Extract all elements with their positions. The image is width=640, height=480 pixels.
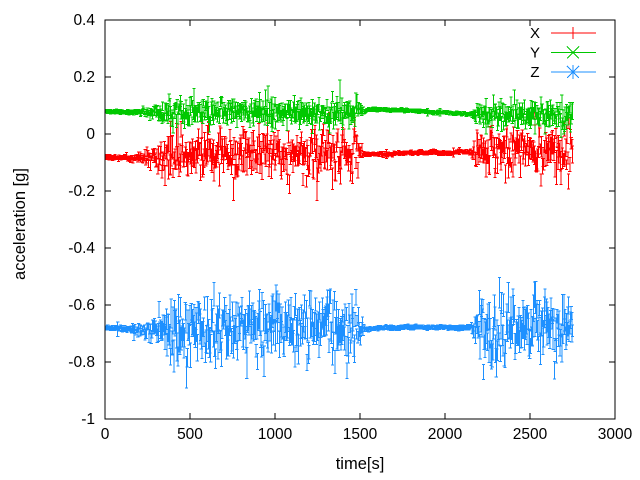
svg-text:2000: 2000 [428,426,463,443]
svg-text:-1: -1 [81,411,95,428]
svg-text:Y: Y [530,45,540,62]
svg-text:Z: Z [530,64,539,81]
svg-text:-0.2: -0.2 [68,183,95,200]
svg-text:1500: 1500 [343,426,378,443]
svg-text:1000: 1000 [258,426,293,443]
svg-text:acceleration [g]: acceleration [g] [11,168,29,280]
svg-text:0.4: 0.4 [73,12,95,29]
svg-text:-0.6: -0.6 [68,297,95,314]
svg-text:0.2: 0.2 [73,69,95,86]
svg-text:-0.8: -0.8 [68,354,95,371]
svg-text:0: 0 [86,126,95,143]
svg-text:-0.4: -0.4 [68,240,95,257]
svg-text:2500: 2500 [513,426,548,443]
svg-text:time[s]: time[s] [336,455,385,473]
svg-text:500: 500 [177,426,203,443]
svg-text:3000: 3000 [598,426,633,443]
svg-text:X: X [530,25,540,42]
svg-text:0: 0 [101,426,110,443]
